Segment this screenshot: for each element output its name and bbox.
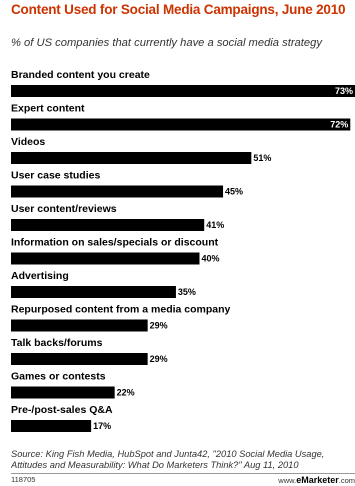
value-label-pre-post-sales-q-a: 17%: [93, 421, 111, 431]
value-label-games-or-contests: 22%: [117, 388, 135, 398]
chart-subtitle: % of US companies that currently have a …: [11, 37, 322, 49]
category-label-information-on-sales-specials-or-discount: Information on sales/specials or discoun…: [11, 237, 219, 249]
value-label-advertising: 35%: [178, 287, 196, 297]
category-label-advertising: Advertising: [11, 270, 69, 282]
site-suffix: .com: [338, 476, 355, 485]
bar-expert-content: [11, 118, 351, 131]
bar-talk-backs-forums: [11, 353, 148, 365]
category-label-user-content-reviews: User content/reviews: [11, 203, 117, 215]
bar-chart: Branded content you create 73% Expert cont…: [11, 69, 355, 432]
category-label-pre-post-sales-q-a: Pre-/post-sales Q&A: [11, 404, 113, 416]
value-label-talk-backs-forums: 29%: [150, 354, 168, 364]
site-prefix: www.: [278, 476, 297, 485]
chart-id: 118705: [11, 475, 36, 484]
category-label-repurposed-content-from-a-media-company: Repurposed content from a media company: [11, 304, 231, 316]
value-label-repurposed-content-from-a-media-company: 29%: [150, 321, 168, 331]
value-label-information-on-sales-specials-or-discount: 40%: [201, 254, 219, 264]
category-label-games-or-contests: Games or contests: [11, 371, 106, 383]
category-label-expert-content: Expert content: [11, 103, 85, 115]
bar-repurposed-content-from-a-media-company: [11, 319, 148, 332]
category-label-talk-backs-forums: Talk backs/forums: [11, 337, 103, 349]
footer-divider: [11, 473, 355, 474]
bar-games-or-contests: [11, 386, 115, 399]
value-label-branded-content-you-create: 73%: [335, 86, 353, 96]
site-brand: eMarketer: [296, 475, 339, 485]
bar-information-on-sales-specials-or-discount: [11, 252, 200, 265]
bar-videos: [11, 152, 252, 164]
category-label-videos: Videos: [11, 136, 45, 148]
category-label-user-case-studies: User case studies: [11, 170, 100, 182]
value-label-expert-content: 72%: [330, 120, 348, 130]
bar-user-content-reviews: [11, 219, 205, 231]
bar-pre-post-sales-q-a: [11, 420, 92, 432]
source-line-1: Source: King Fish Media, HubSpot and Jun…: [11, 449, 325, 459]
category-label-branded-content-you-create: Branded content you create: [11, 69, 150, 81]
chart-title: Content Used for Social Media Campaigns,…: [11, 2, 346, 17]
source-line-2: Attitudes and Measurability: What Do Mar…: [11, 460, 299, 470]
value-label-user-case-studies: 45%: [225, 187, 243, 197]
site-credit: www.eMarketer.com: [278, 475, 355, 485]
source-note: Source: King Fish Media, HubSpot and Jun…: [11, 449, 355, 471]
value-label-user-content-reviews: 41%: [206, 220, 224, 230]
value-label-videos: 51%: [253, 153, 271, 163]
bar-advertising: [11, 286, 176, 298]
bar-branded-content-you-create: [11, 85, 355, 97]
bar-user-case-studies: [11, 185, 224, 198]
